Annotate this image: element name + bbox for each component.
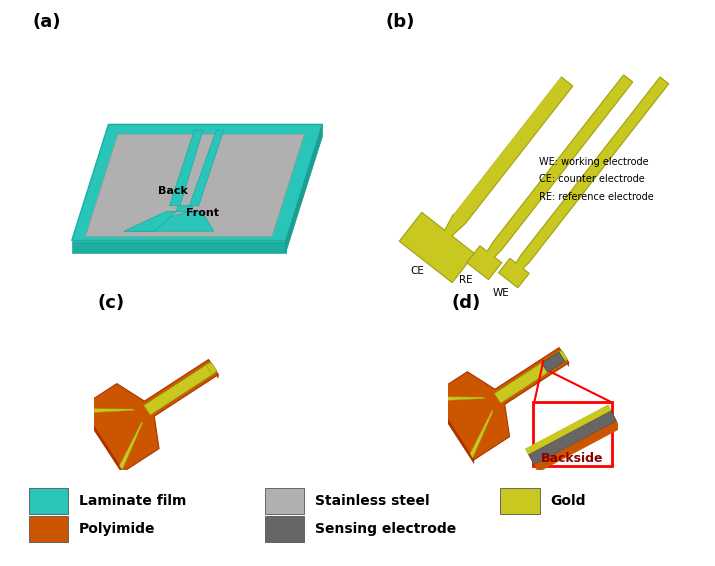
Text: Backside: Backside bbox=[541, 452, 604, 465]
Polygon shape bbox=[526, 405, 621, 472]
Polygon shape bbox=[189, 130, 224, 205]
Polygon shape bbox=[399, 76, 573, 282]
Polygon shape bbox=[542, 352, 565, 372]
Polygon shape bbox=[206, 363, 217, 375]
Polygon shape bbox=[498, 77, 669, 288]
Polygon shape bbox=[432, 348, 569, 460]
Text: Front: Front bbox=[186, 208, 219, 218]
Polygon shape bbox=[124, 212, 177, 231]
Polygon shape bbox=[453, 40, 589, 214]
Polygon shape bbox=[124, 212, 214, 231]
Polygon shape bbox=[82, 408, 123, 474]
Text: WE: working electrode
CE: counter electrode
RE: reference electrode: WE: working electrode CE: counter electr… bbox=[539, 157, 654, 201]
Text: CE: CE bbox=[410, 266, 424, 276]
Text: Polyimide: Polyimide bbox=[79, 522, 155, 536]
Text: (c): (c) bbox=[97, 294, 124, 312]
Polygon shape bbox=[82, 407, 124, 475]
Polygon shape bbox=[169, 130, 203, 205]
Polygon shape bbox=[556, 351, 567, 363]
Polygon shape bbox=[176, 205, 193, 212]
Polygon shape bbox=[470, 410, 493, 458]
Text: WE: WE bbox=[493, 288, 510, 298]
Polygon shape bbox=[433, 397, 485, 401]
Text: RE: RE bbox=[459, 275, 473, 285]
Text: Laminate film: Laminate film bbox=[79, 494, 186, 508]
Polygon shape bbox=[72, 241, 286, 253]
Text: Gold: Gold bbox=[551, 494, 586, 508]
Polygon shape bbox=[144, 362, 217, 415]
FancyBboxPatch shape bbox=[533, 402, 613, 466]
Text: Stainless steel: Stainless steel bbox=[315, 494, 429, 508]
Polygon shape bbox=[433, 396, 473, 462]
Polygon shape bbox=[432, 395, 474, 464]
Polygon shape bbox=[82, 359, 218, 471]
Polygon shape bbox=[559, 348, 569, 366]
Text: (a): (a) bbox=[32, 12, 61, 31]
Polygon shape bbox=[209, 359, 218, 378]
Polygon shape bbox=[82, 409, 134, 413]
Text: (b): (b) bbox=[386, 12, 415, 31]
Polygon shape bbox=[86, 134, 305, 237]
Polygon shape bbox=[467, 75, 633, 280]
Polygon shape bbox=[286, 125, 322, 253]
Polygon shape bbox=[526, 405, 611, 454]
Text: (d): (d) bbox=[451, 294, 480, 312]
Polygon shape bbox=[119, 422, 142, 470]
Polygon shape bbox=[72, 125, 322, 241]
Text: Back: Back bbox=[158, 186, 188, 196]
Text: Sensing electrode: Sensing electrode bbox=[315, 522, 456, 536]
Polygon shape bbox=[528, 411, 616, 465]
Polygon shape bbox=[495, 350, 567, 403]
